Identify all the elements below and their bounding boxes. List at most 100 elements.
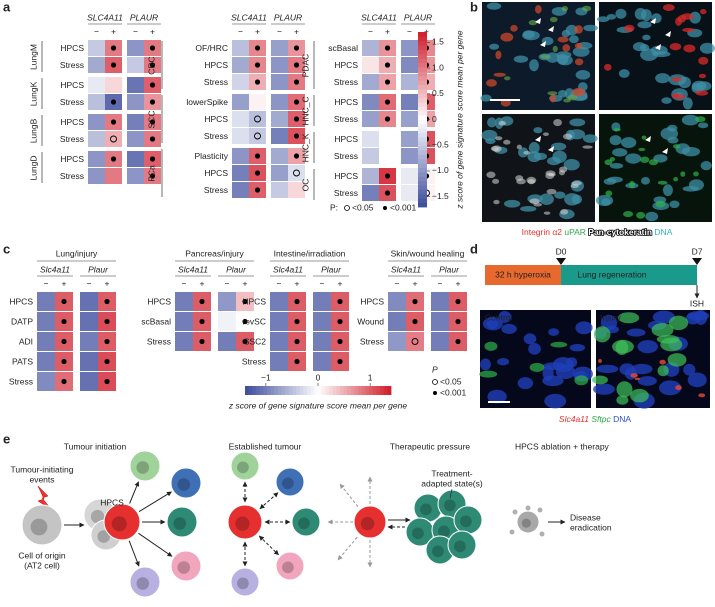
colorbar-step <box>418 115 427 120</box>
caption: Integrin α2 uPAR Pan-cytokeratin DNA <box>522 227 673 237</box>
micro-spot <box>625 153 642 164</box>
micro-spot <box>634 377 641 381</box>
heatmap-title: Lung/injury <box>56 248 98 258</box>
p-legend-ring <box>432 379 438 385</box>
colorbar-step <box>372 386 377 395</box>
micro-spot <box>699 42 715 54</box>
micro-spot <box>563 158 580 171</box>
row-label: Stress <box>334 151 358 161</box>
micro-spot <box>623 211 634 218</box>
heat-cell <box>362 148 379 164</box>
colorbar-tick-label: 0 <box>316 372 321 382</box>
colorbar-step <box>259 386 264 395</box>
micro-spot <box>522 30 535 39</box>
micro-spot <box>495 50 502 60</box>
sig-dot <box>384 62 391 68</box>
micro-spot <box>575 321 593 335</box>
group-label: PDAC <box>300 54 310 78</box>
sign-label: − <box>438 278 443 288</box>
micro-spot <box>592 375 608 385</box>
gene-header: Slc4a11 <box>273 264 303 274</box>
colorbar-step <box>255 386 260 395</box>
cell <box>170 550 202 582</box>
micro-spot <box>542 132 549 136</box>
heat-cell <box>271 74 288 90</box>
heat-cell <box>232 57 249 73</box>
micro-spot <box>518 147 529 158</box>
arrowhead <box>535 136 541 142</box>
sig-dot <box>61 358 67 365</box>
colorbar-step <box>418 202 427 208</box>
micro-spot <box>698 73 707 79</box>
colorbar-step <box>292 386 297 395</box>
sig-dot <box>110 119 117 125</box>
heat-cell <box>388 312 406 331</box>
arrowhead <box>650 18 656 24</box>
micro-spot <box>660 337 683 352</box>
micro-spot <box>575 70 591 80</box>
arrow <box>129 481 140 504</box>
group-label: LungM <box>28 44 38 70</box>
micro-spot <box>562 44 571 52</box>
micro-spot <box>699 8 707 15</box>
colorbar-step <box>336 386 341 395</box>
micro-spot <box>574 375 589 386</box>
colorbar-step <box>339 386 344 395</box>
heat-cell <box>232 148 249 164</box>
heat-cell <box>232 128 249 144</box>
sig-dot <box>412 318 418 325</box>
colorbar-step <box>418 67 427 72</box>
row-label: HPCS <box>204 168 228 178</box>
sign-label: + <box>105 278 110 288</box>
sig-ring <box>110 135 117 143</box>
heat-cell <box>431 292 449 311</box>
sig-dot <box>149 156 156 162</box>
colorbar-step <box>418 167 427 173</box>
panel-label: c <box>3 241 10 256</box>
sig-dot <box>149 82 156 88</box>
micro-spot <box>603 63 612 71</box>
sig-dot <box>294 318 300 325</box>
nucleus <box>177 478 191 491</box>
heat-cell <box>127 94 144 110</box>
micro-spot <box>554 191 566 199</box>
colorbar-step <box>418 137 427 142</box>
row-label: Stress <box>204 77 228 87</box>
micro-spot <box>688 179 704 191</box>
heat-cell <box>232 165 249 181</box>
colorbar-step <box>347 386 352 395</box>
sig-dot <box>254 62 261 68</box>
nucleus <box>460 515 472 528</box>
row-label: Stress <box>360 336 384 346</box>
colorbar-step <box>361 386 366 395</box>
micro-spot <box>557 36 569 43</box>
micro-spot <box>500 99 511 107</box>
colorbar-step <box>288 386 293 395</box>
colorbar-step <box>266 386 271 395</box>
cell <box>227 504 263 540</box>
colorbar-tick-label: 1.0 <box>432 62 444 72</box>
gene-header: PLAUR <box>404 12 432 22</box>
row-label: HPCS <box>60 117 84 127</box>
micro-spot <box>593 383 615 395</box>
micro-spot <box>616 395 629 405</box>
sig-dot <box>455 298 461 305</box>
note: Cell of origin <box>18 550 66 560</box>
heat-cell <box>218 292 236 311</box>
micro-spot <box>645 211 659 222</box>
sig-dot <box>293 99 300 105</box>
micro-spot <box>682 27 695 33</box>
colorbar-step <box>383 386 388 395</box>
gene-header: Plaur <box>226 264 247 274</box>
colorbar-step <box>314 386 319 395</box>
micro-spot <box>485 138 496 145</box>
cell <box>170 467 202 499</box>
heat-cell <box>313 292 331 311</box>
micro-spot <box>526 176 537 184</box>
row-label: PATS <box>12 356 33 366</box>
row-label: Stress <box>204 185 228 195</box>
colorbar-step <box>328 386 333 395</box>
sig-dot <box>337 298 343 305</box>
gene-header: Slc4a11 <box>391 264 421 274</box>
heat-cell <box>362 168 379 184</box>
